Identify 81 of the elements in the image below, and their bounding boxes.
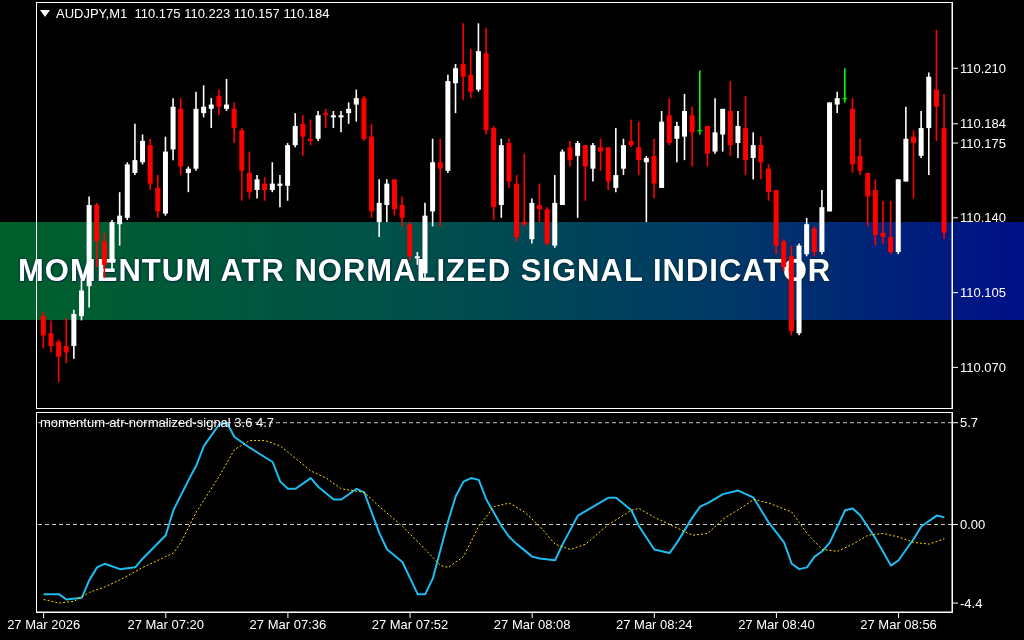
candlestick xyxy=(56,338,62,384)
candlestick xyxy=(269,161,275,193)
candlestick xyxy=(590,142,596,183)
candlestick xyxy=(575,140,581,219)
candlestick xyxy=(811,225,817,258)
candlestick xyxy=(697,69,703,136)
candlestick xyxy=(384,178,390,223)
y-tick-label: 0.00 xyxy=(960,517,986,533)
y-tick-label: -4.4 xyxy=(960,595,983,611)
candlestick xyxy=(933,28,939,142)
candlestick xyxy=(521,152,527,228)
candlestick xyxy=(765,163,771,202)
candlestick xyxy=(712,97,718,155)
candlestick xyxy=(689,105,695,168)
candlestick xyxy=(880,199,886,245)
candlestick xyxy=(620,137,626,176)
candlestick xyxy=(246,150,252,200)
candlestick xyxy=(468,48,474,99)
candlestick xyxy=(40,311,46,349)
candlestick xyxy=(346,101,352,125)
chart-title: AUDJPY,M1 110.175 110.223 110.157 110.184 xyxy=(56,6,330,21)
candlestick xyxy=(865,172,871,228)
candlestick xyxy=(758,135,764,181)
candlestick xyxy=(460,22,466,102)
candlestick xyxy=(254,174,260,200)
y-tick-label: 5.7 xyxy=(960,415,979,431)
candlestick xyxy=(277,174,283,208)
candlestick xyxy=(300,114,306,157)
candlestick xyxy=(155,174,161,219)
x-tick-label: 27 Mar 08:56 xyxy=(860,617,937,633)
candlestick xyxy=(888,199,894,255)
candlestick xyxy=(536,182,542,223)
candlestick xyxy=(628,118,634,149)
candlestick xyxy=(376,178,382,238)
x-tick-label: 27 Mar 07:36 xyxy=(249,617,327,633)
candlestick xyxy=(132,123,138,176)
y-tick-label: 110.184 xyxy=(960,116,1007,132)
candlestick xyxy=(292,112,298,149)
candlestick xyxy=(48,319,54,354)
y-tick-label: 110.105 xyxy=(960,285,1007,301)
x-tick-label: 27 Mar 07:52 xyxy=(371,617,449,633)
candlestick xyxy=(185,165,191,193)
candlestick xyxy=(567,140,573,168)
candlestick xyxy=(857,137,863,176)
candlestick xyxy=(437,137,443,228)
candlestick xyxy=(63,317,69,364)
candlestick xyxy=(735,110,741,159)
candlestick xyxy=(834,90,840,114)
candlestick xyxy=(613,127,619,193)
candlestick xyxy=(453,63,459,114)
candlestick xyxy=(750,131,756,181)
candlestick xyxy=(140,133,146,166)
x-tick-label: 27 Mar 08:24 xyxy=(616,617,693,633)
candlestick xyxy=(353,88,359,123)
y-tick-label: 110.210 xyxy=(960,60,1007,76)
y-tick-label: 110.140 xyxy=(960,210,1007,226)
x-tick-label: 27 Mar 08:08 xyxy=(493,617,571,633)
candlestick xyxy=(315,110,321,142)
candlestick xyxy=(643,155,649,223)
candlestick xyxy=(208,97,214,129)
candlestick xyxy=(224,78,230,112)
candlestick xyxy=(582,144,588,202)
candlestick xyxy=(911,129,917,200)
candlestick xyxy=(636,120,642,176)
y-tick-label: 110.175 xyxy=(960,135,1007,151)
x-tick-label: 27 Mar 07:20 xyxy=(127,617,205,633)
y-tick-label: 110.070 xyxy=(960,360,1007,376)
candlestick xyxy=(338,110,344,134)
candlestick xyxy=(117,191,123,247)
candlestick xyxy=(598,137,604,172)
candlestick xyxy=(231,101,237,144)
candlestick xyxy=(323,108,329,129)
x-tick-label: 27 Mar 08:40 xyxy=(738,617,815,633)
candlestick xyxy=(674,120,680,164)
x-tick-label: 27 Mar 2026 xyxy=(7,617,81,633)
candlestick xyxy=(262,176,268,202)
candlestick xyxy=(201,84,207,119)
candlestick xyxy=(399,195,405,228)
candlestick xyxy=(307,118,313,146)
candlestick xyxy=(842,67,848,104)
candlestick xyxy=(216,88,222,117)
